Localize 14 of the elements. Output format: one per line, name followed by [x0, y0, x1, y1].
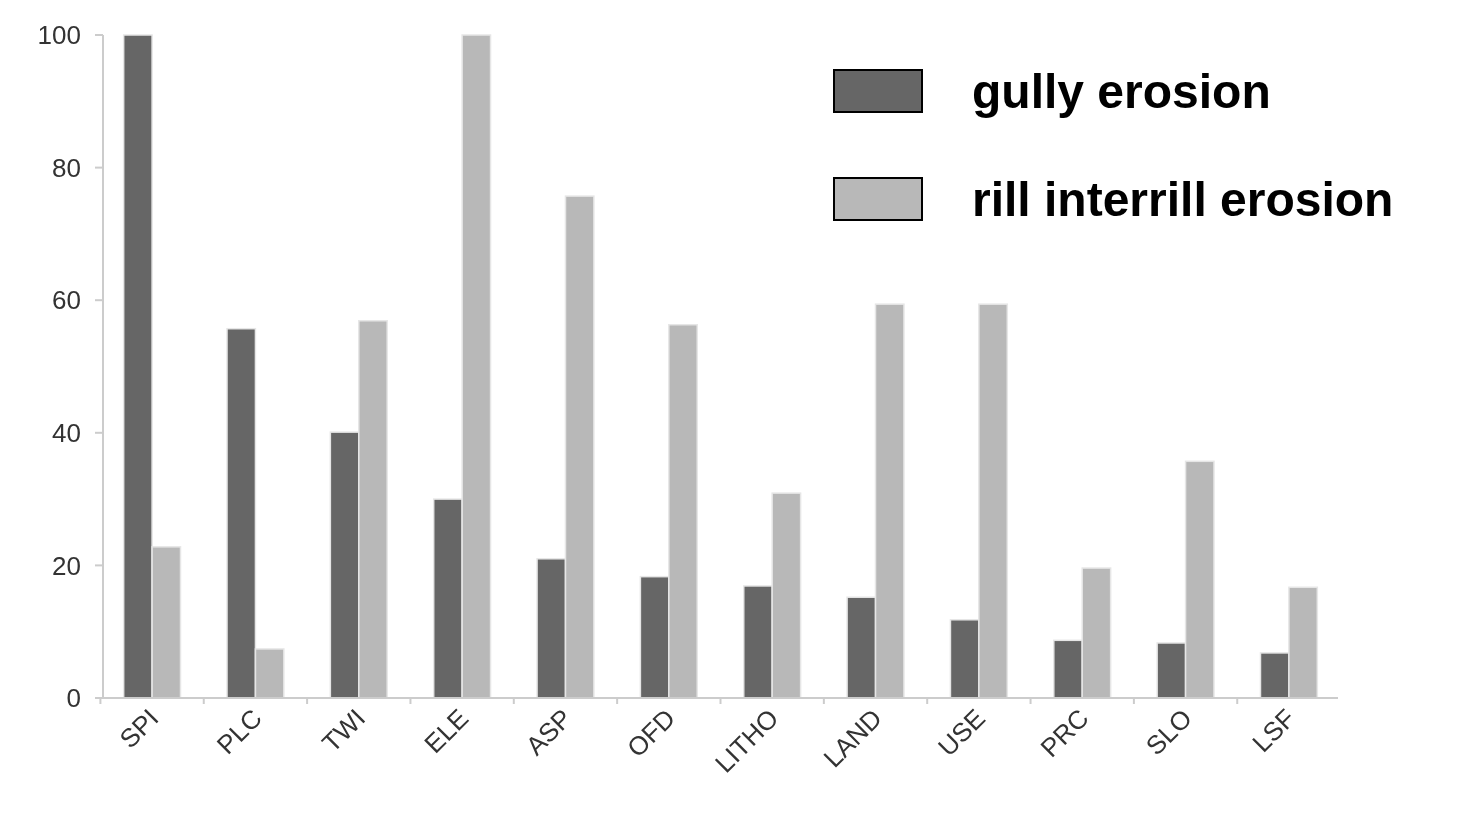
legend-label: rill interrill erosion — [972, 172, 1394, 226]
y-tick-label: 0 — [66, 683, 81, 714]
y-tick-label: 80 — [52, 152, 81, 183]
x-tick-label: OFD — [621, 703, 682, 764]
y-tick-label: 100 — [37, 20, 81, 51]
x-tick-label: LSF — [1246, 703, 1302, 758]
y-tick-label: 40 — [52, 417, 81, 448]
y-tick-label: 20 — [52, 550, 81, 581]
x-tick-label: TWI — [316, 703, 372, 758]
x-tick-label: PLC — [210, 703, 268, 761]
x-tick-label: SLO — [1139, 703, 1198, 762]
legend-label: gully erosion — [972, 64, 1271, 118]
y-tick-label: 60 — [52, 285, 81, 316]
x-tick-label: SPI — [113, 703, 165, 754]
